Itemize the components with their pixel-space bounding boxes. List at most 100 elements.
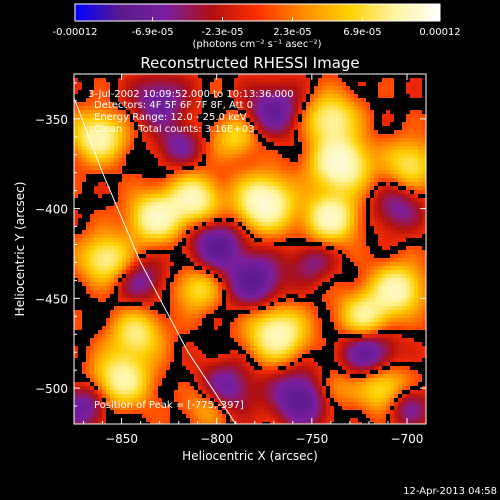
heatmap-pixel (170, 158, 175, 163)
heatmap-pixel (314, 166, 319, 171)
heatmap-pixel (78, 86, 83, 91)
heatmap-pixel (410, 202, 415, 207)
heatmap-pixel (110, 106, 115, 111)
heatmap-pixel (174, 106, 179, 111)
heatmap-pixel (202, 266, 207, 271)
heatmap-pixel (358, 146, 363, 151)
heatmap-pixel (94, 110, 99, 115)
heatmap-pixel (158, 250, 163, 255)
heatmap-pixel (258, 210, 263, 215)
heatmap-pixel (90, 74, 95, 79)
heatmap-pixel (218, 178, 223, 183)
heatmap-pixel (398, 150, 403, 155)
heatmap-pixel (178, 134, 183, 139)
heatmap-pixel (418, 126, 423, 131)
heatmap-pixel (270, 286, 275, 291)
heatmap-pixel (226, 274, 231, 279)
heatmap-pixel (250, 294, 255, 299)
heatmap-pixel (162, 262, 167, 267)
heatmap-pixel (422, 198, 426, 203)
heatmap-pixel (106, 258, 111, 263)
heatmap-pixel (170, 194, 175, 199)
heatmap-pixel (90, 270, 95, 275)
heatmap-pixel (270, 162, 275, 167)
heatmap-pixel (134, 226, 139, 231)
heatmap-pixel (174, 182, 179, 187)
heatmap-pixel (74, 118, 79, 123)
heatmap-pixel (234, 86, 239, 91)
heatmap-pixel (222, 214, 227, 219)
heatmap-pixel (370, 78, 375, 83)
heatmap-pixel (222, 226, 227, 231)
heatmap-pixel (362, 122, 367, 127)
heatmap-pixel (158, 270, 163, 275)
heatmap-pixel (302, 242, 307, 247)
heatmap-pixel (190, 254, 195, 259)
heatmap-pixel (374, 290, 379, 295)
heatmap-pixel (354, 194, 359, 199)
heatmap-pixel (354, 102, 359, 107)
heatmap-pixel (334, 86, 339, 91)
heatmap-pixel (258, 266, 263, 271)
heatmap-pixel (142, 134, 147, 139)
heatmap-pixel (362, 218, 367, 223)
heatmap-pixel (178, 74, 183, 79)
heatmap-pixel (322, 222, 327, 227)
heatmap-pixel (370, 282, 375, 287)
heatmap-pixel (262, 294, 267, 299)
heatmap-pixel (206, 206, 211, 211)
heatmap-pixel (118, 138, 123, 143)
heatmap-pixel (194, 206, 199, 211)
heatmap-pixel (190, 146, 195, 151)
heatmap-pixel (414, 218, 419, 223)
heatmap-pixel (174, 142, 179, 147)
heatmap-pixel (414, 114, 419, 119)
heatmap-pixel (334, 214, 339, 219)
heatmap-pixel (82, 282, 87, 287)
heatmap-pixel (386, 258, 391, 263)
heatmap-pixel (338, 270, 343, 275)
heatmap-pixel (126, 226, 131, 231)
heatmap-pixel (414, 186, 419, 191)
heatmap-pixel (190, 150, 195, 155)
heatmap-pixel (294, 106, 299, 111)
heatmap-pixel (414, 246, 419, 251)
heatmap-pixel (158, 134, 163, 139)
heatmap-pixel (310, 122, 315, 127)
heatmap-pixel (106, 202, 111, 207)
heatmap-pixel (242, 258, 247, 263)
heatmap-pixel (202, 262, 207, 267)
heatmap-pixel (418, 86, 423, 91)
heatmap-pixel (210, 126, 215, 131)
heatmap-pixel (414, 118, 419, 123)
heatmap-pixel (182, 210, 187, 215)
heatmap-pixel (86, 122, 91, 127)
heatmap-pixel (142, 246, 147, 251)
heatmap-pixel (386, 106, 391, 111)
heatmap-pixel (126, 146, 131, 151)
heatmap-pixel (374, 166, 379, 171)
heatmap-pixel (242, 78, 247, 83)
heatmap-pixel (374, 150, 379, 155)
heatmap-pixel (206, 106, 211, 111)
heatmap-pixel (222, 258, 227, 263)
heatmap-pixel (214, 198, 219, 203)
heatmap-pixel (202, 126, 207, 131)
heatmap-pixel (398, 178, 403, 183)
heatmap-pixel (326, 154, 331, 159)
heatmap-pixel (234, 130, 239, 135)
heatmap-pixel (118, 246, 123, 251)
heatmap-pixel (278, 282, 283, 287)
heatmap-pixel (154, 146, 159, 151)
heatmap-pixel (310, 266, 315, 271)
heatmap-pixel (166, 242, 171, 247)
heatmap-pixel (254, 214, 259, 219)
heatmap-pixel (222, 86, 227, 91)
heatmap-pixel (206, 102, 211, 107)
heatmap-pixel (350, 98, 355, 103)
heatmap-pixel (246, 146, 251, 151)
heatmap-pixel (218, 94, 223, 99)
heatmap-pixel (238, 206, 243, 211)
heatmap-pixel (134, 286, 139, 291)
heatmap-pixel (130, 298, 135, 303)
